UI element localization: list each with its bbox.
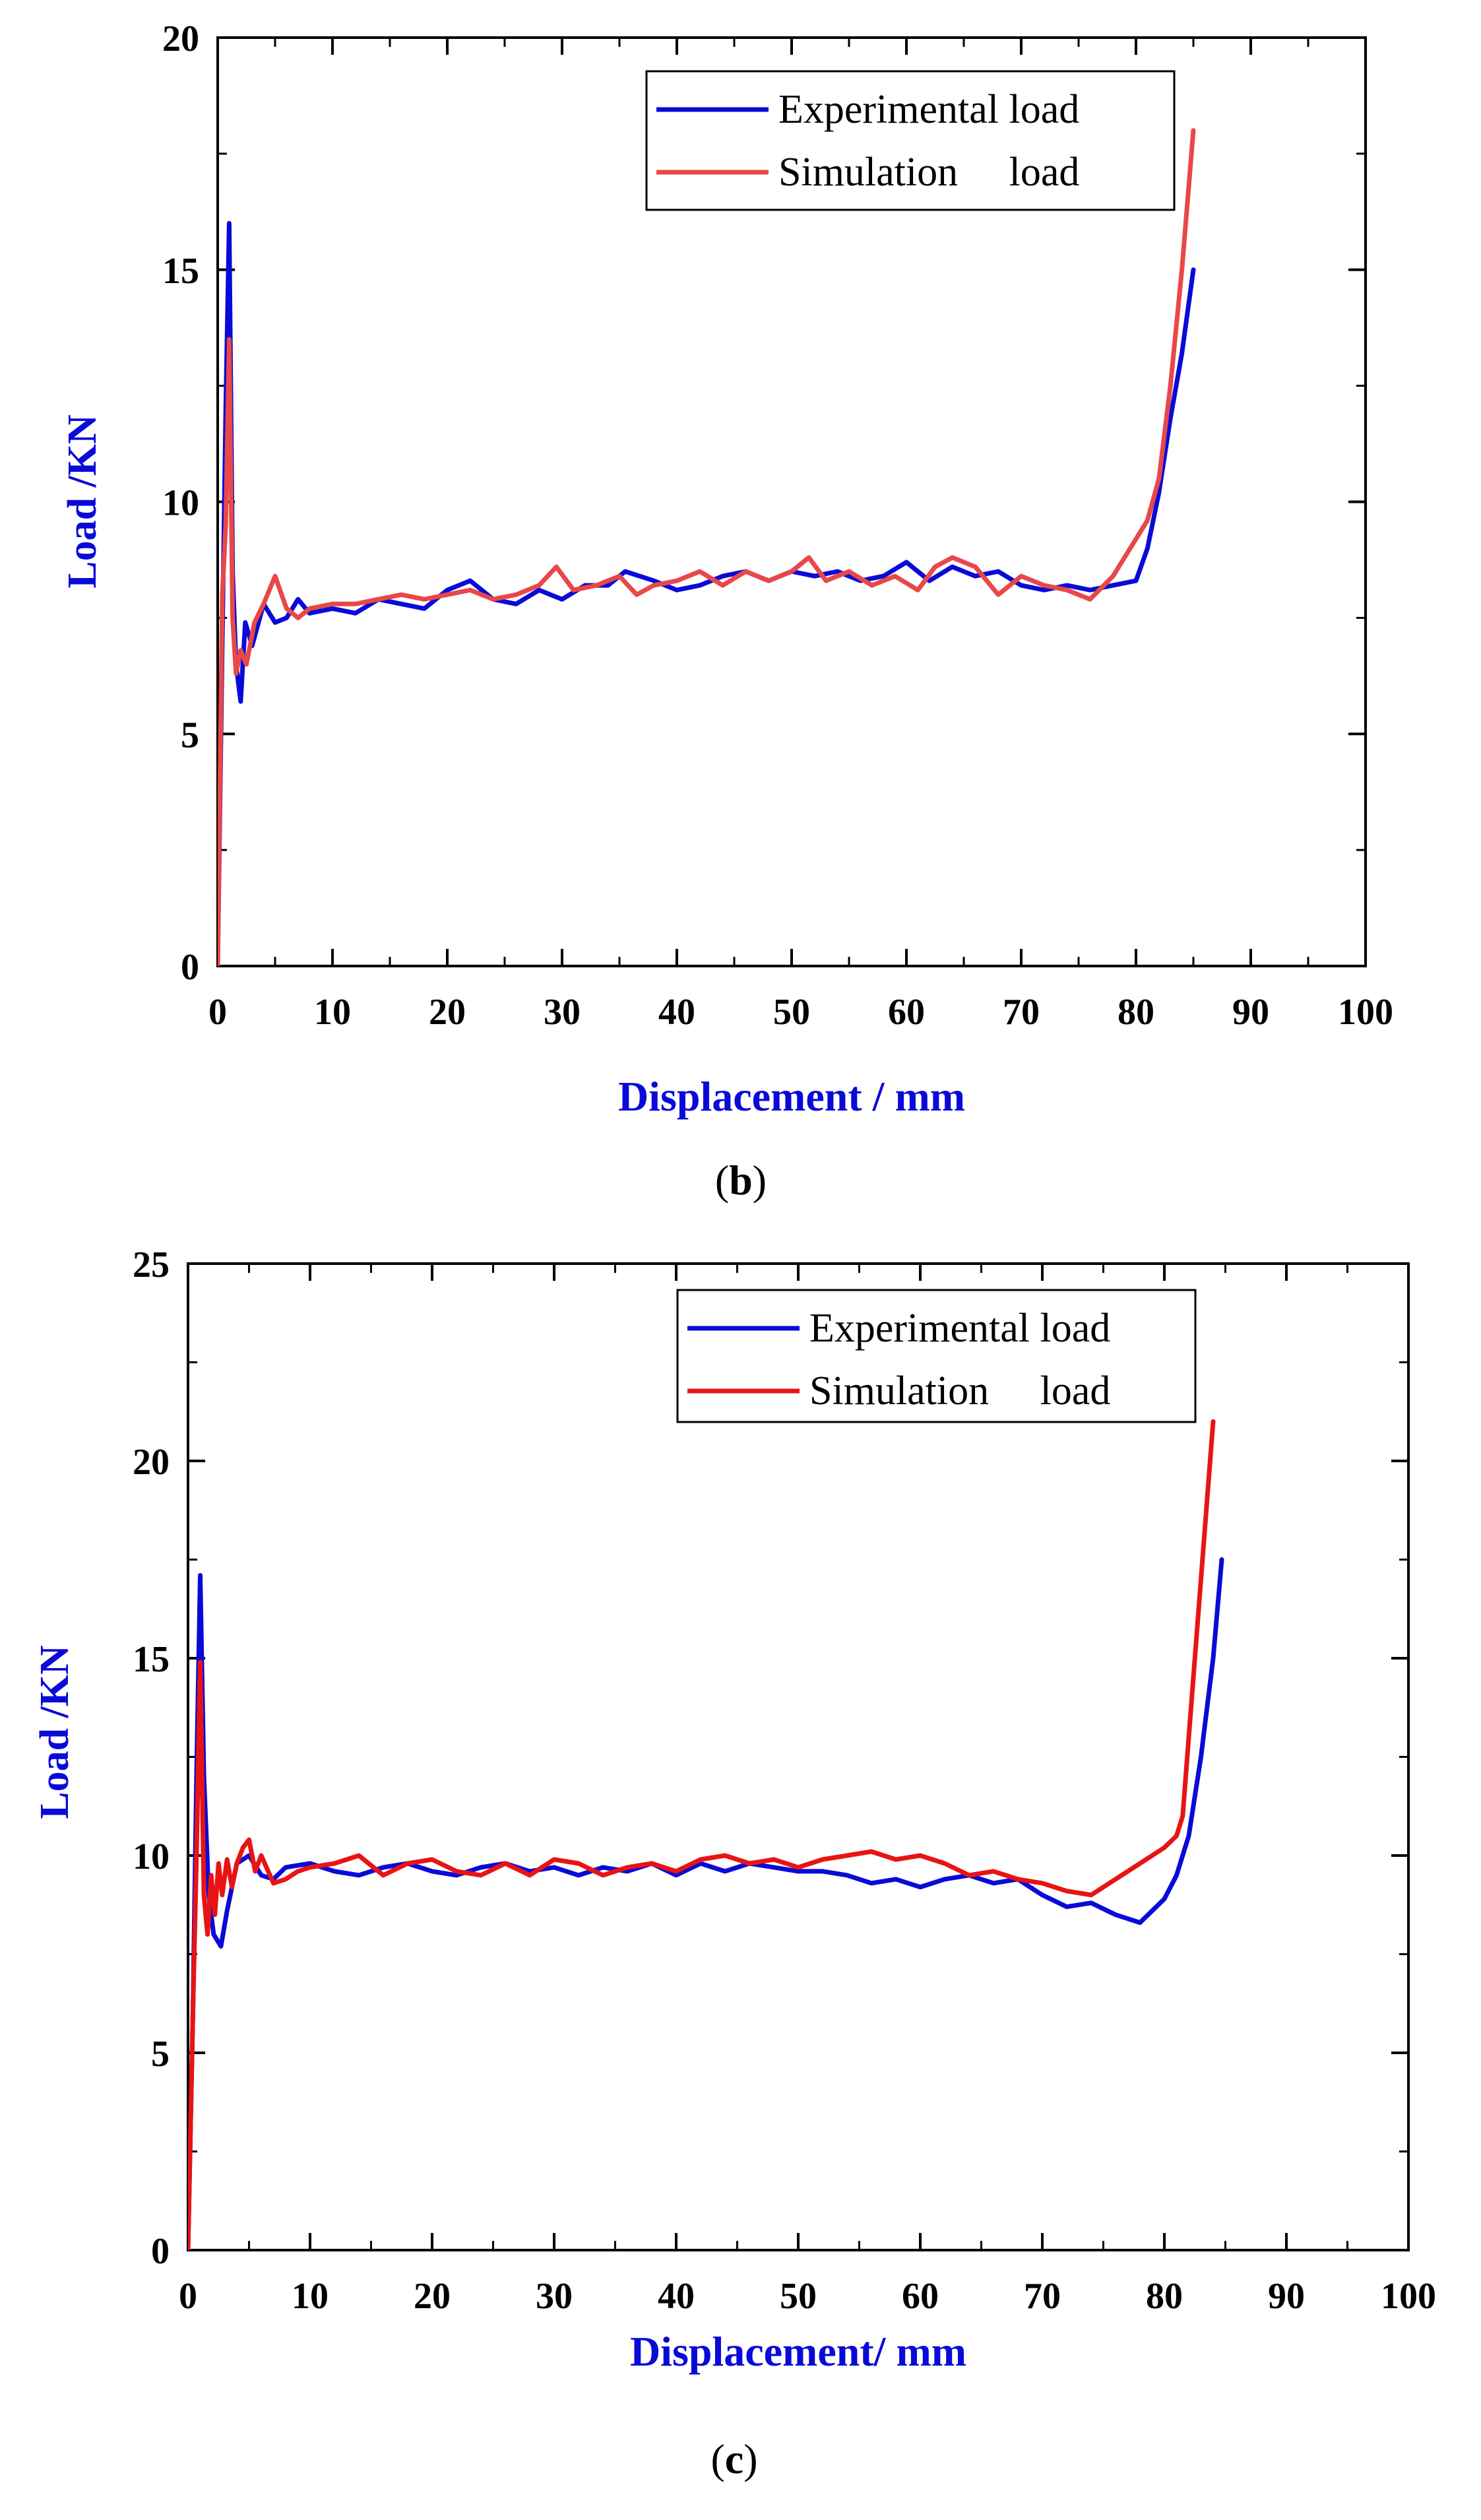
x-tick-label: 30 [544, 992, 581, 1033]
x-tick-label: 10 [292, 2276, 329, 2317]
series-line-simulation [188, 1419, 1216, 2250]
series-line-simulation [218, 128, 1196, 966]
y-tick-label: 15 [133, 1639, 170, 1680]
x-tick-label: 0 [208, 992, 227, 1033]
chart-panel-c: 0 10 20 30 40 50 60 70 80 90 100 0 5 10 15 20 25 Experime… [32, 1244, 1436, 2482]
x-tick-label: 50 [773, 992, 810, 1033]
y-axis-title: Load /KN [32, 1645, 77, 1819]
x-tick-label: 20 [429, 992, 466, 1033]
chart-panel-b: 0 10 20 30 40 50 60 70 80 90 100 0 5 10 15 20 Experiment… [60, 18, 1393, 1204]
x-axis-title: Displacement/ mm [630, 2328, 966, 2375]
y-tick-label: 25 [133, 1244, 170, 1285]
x-tick-label: 60 [888, 992, 925, 1033]
x-tick-label: 80 [1118, 992, 1154, 1033]
legend-box [676, 1289, 1197, 1423]
y-tick-label: 20 [162, 18, 199, 59]
y-tick-label: 0 [181, 947, 199, 988]
x-tick-label: 30 [536, 2276, 573, 2317]
y-tick-label: 10 [133, 1836, 170, 1877]
x-tick-label: 20 [414, 2276, 451, 2317]
x-tick-label: 50 [780, 2276, 817, 2317]
legend-label: Experimental load [778, 87, 1079, 132]
y-tick-label: 5 [181, 715, 199, 756]
x-tick-label: 40 [658, 2276, 695, 2317]
x-tick-label: 10 [314, 992, 351, 1033]
x-axis-title: Displacement / mm [618, 1073, 965, 1120]
legend-label: Simulation load [778, 150, 1079, 195]
x-tick-label: 60 [902, 2276, 939, 2317]
x-tick-label: 80 [1146, 2276, 1183, 2317]
x-tick-label: 70 [1003, 992, 1040, 1033]
series-line-experimental [218, 220, 1196, 966]
x-tick-label: 100 [1381, 2276, 1436, 2317]
panel-caption: (c) [710, 2436, 757, 2482]
y-axis-title: Load /KN [60, 414, 105, 589]
x-tick-label: 90 [1232, 992, 1269, 1033]
legend-label: Experimental load [809, 1306, 1110, 1351]
x-tick-label: 100 [1338, 992, 1393, 1033]
series-line-experimental [188, 1557, 1224, 2250]
x-tick-label: 40 [658, 992, 695, 1033]
x-tick-label: 0 [179, 2276, 197, 2317]
legend-box [645, 70, 1176, 211]
panel-caption: (b) [715, 1157, 767, 1204]
x-tick-label: 90 [1268, 2276, 1305, 2317]
legend-label: Simulation load [809, 1369, 1110, 1413]
y-tick-label: 15 [162, 251, 199, 292]
x-tick-label: 70 [1024, 2276, 1061, 2317]
y-tick-label: 10 [162, 483, 199, 524]
y-tick-label: 0 [151, 2231, 170, 2272]
y-tick-label: 20 [133, 1442, 170, 1483]
y-tick-label: 5 [151, 2034, 170, 2075]
